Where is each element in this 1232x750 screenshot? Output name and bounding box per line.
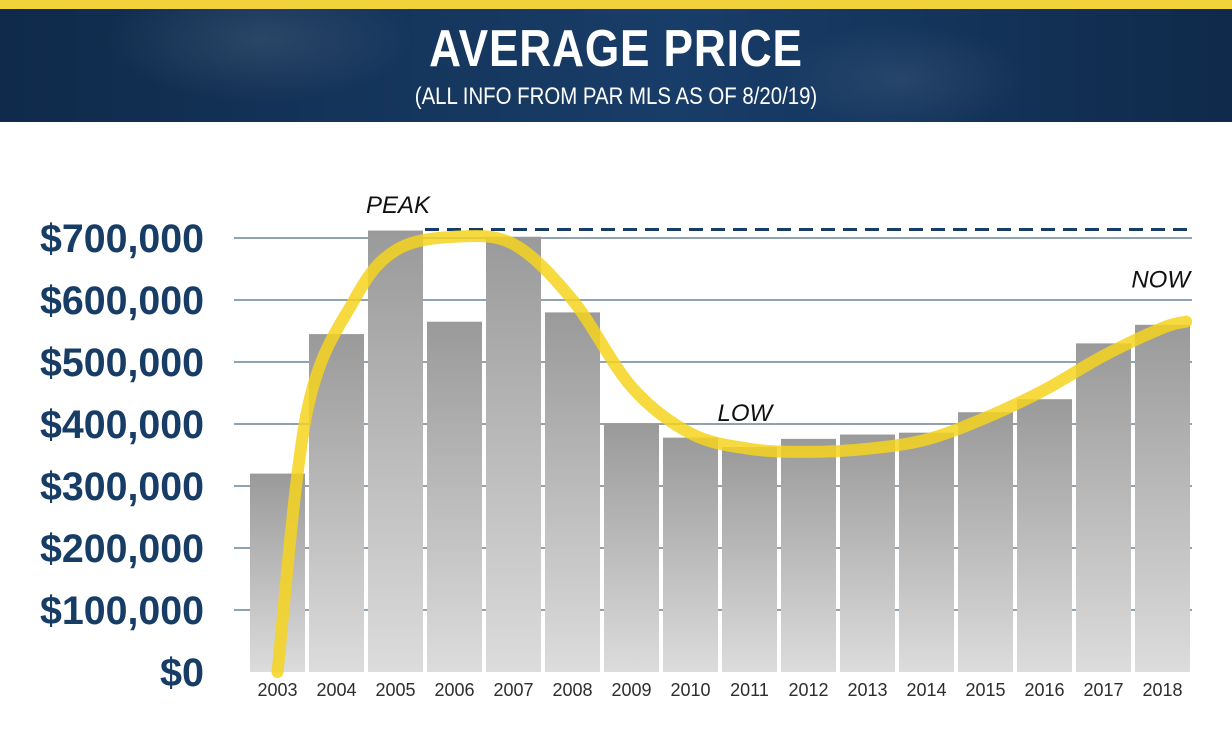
annotation-now: NOW bbox=[1131, 267, 1192, 294]
x-tick-label: 2013 bbox=[847, 680, 887, 700]
x-tick-label: 2016 bbox=[1024, 680, 1064, 700]
x-tick-label: 2011 bbox=[730, 680, 769, 700]
y-tick-label: $300,000 bbox=[40, 465, 204, 509]
price-chart: $0 $100,000 $200,000 $300,000 $400,000 $500,0… bbox=[40, 192, 1193, 700]
x-axis-labels: 2003 2004 2005 2006 2007 2008 2009 2010 2011 2012… bbox=[257, 680, 1182, 700]
x-tick-label: 2004 bbox=[316, 680, 356, 700]
bar-2008 bbox=[545, 312, 600, 672]
bar-2011 bbox=[722, 446, 777, 672]
y-tick-label: $200,000 bbox=[40, 527, 204, 571]
bar-2015 bbox=[958, 412, 1013, 672]
x-tick-label: 2007 bbox=[493, 680, 533, 700]
x-tick-label: 2008 bbox=[552, 680, 592, 700]
bar-2006 bbox=[427, 321, 482, 672]
x-tick-label: 2005 bbox=[375, 680, 415, 700]
annotation-low: LOW bbox=[718, 400, 775, 427]
bar-2007 bbox=[486, 236, 541, 672]
bar-2012 bbox=[781, 438, 836, 672]
y-tick-label: $500,000 bbox=[40, 341, 204, 385]
page-subtitle: (ALL INFO FROM PAR MLS AS OF 8/20/19) bbox=[414, 83, 818, 110]
trend-line bbox=[271, 229, 1193, 678]
x-tick-label: 2018 bbox=[1142, 680, 1182, 700]
bar-2018 bbox=[1135, 324, 1190, 672]
page-title: AVERAGE PRICE bbox=[429, 20, 803, 78]
x-tick-label: 2010 bbox=[670, 680, 710, 700]
x-tick-label: 2009 bbox=[611, 680, 651, 700]
y-tick-label: $600,000 bbox=[40, 279, 204, 323]
annotations: PEAK LOW NOW bbox=[366, 192, 1192, 427]
bar-2009 bbox=[604, 424, 659, 672]
y-axis-labels: $0 $100,000 $200,000 $300,000 $400,000 $500,0… bbox=[40, 217, 204, 695]
x-tick-label: 2012 bbox=[788, 680, 828, 700]
x-tick-label: 2006 bbox=[434, 680, 474, 700]
y-tick-label: $700,000 bbox=[40, 217, 204, 261]
header-banner: AVERAGE PRICE (ALL INFO FROM PAR MLS AS … bbox=[0, 9, 1232, 122]
y-tick-label: $400,000 bbox=[40, 403, 204, 447]
x-tick-label: 2017 bbox=[1083, 680, 1123, 700]
bar-2010 bbox=[663, 437, 718, 672]
x-tick-label: 2003 bbox=[257, 680, 297, 700]
bars bbox=[250, 230, 1190, 672]
trend-line-group bbox=[271, 229, 1193, 678]
annotation-peak: PEAK bbox=[366, 192, 431, 219]
bar-2016 bbox=[1017, 399, 1072, 672]
bar-2014 bbox=[899, 432, 954, 672]
top-stripe bbox=[0, 0, 1232, 9]
y-tick-label: $0 bbox=[160, 651, 204, 695]
y-tick-label: $100,000 bbox=[40, 589, 204, 633]
bar-2013 bbox=[840, 434, 895, 672]
x-tick-label: 2015 bbox=[965, 680, 1005, 700]
bar-2017 bbox=[1076, 343, 1131, 672]
x-tick-label: 2014 bbox=[906, 680, 946, 700]
bar-2005 bbox=[368, 230, 423, 672]
